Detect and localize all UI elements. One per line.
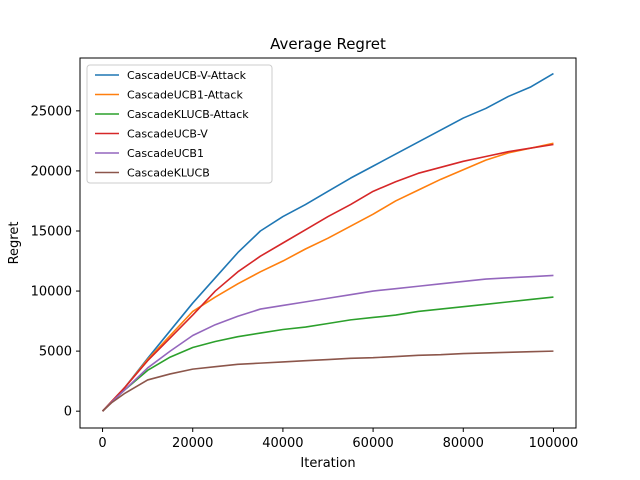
y-tick-label-0: 0 bbox=[64, 405, 72, 420]
y-axis: 0 5000 10000 15000 20000 25000 bbox=[31, 104, 80, 420]
y-axis-label: Regret bbox=[7, 222, 22, 265]
series-line-1 bbox=[101, 142, 554, 412]
y-tick-label-4: 20000 bbox=[31, 164, 72, 179]
series-line-2 bbox=[101, 296, 554, 412]
series-line-0 bbox=[101, 72, 554, 412]
x-tick-label-4: 80000 bbox=[443, 436, 484, 451]
x-axis-label: Iteration bbox=[300, 456, 355, 471]
legend-label-0: CascadeUCB-V-Attack bbox=[127, 69, 247, 82]
legend-label-2: CascadeKLUCB-Attack bbox=[127, 108, 249, 121]
series-line-4 bbox=[101, 274, 554, 412]
series-line-5 bbox=[102, 350, 554, 412]
legend-label-1: CascadeUCB1-Attack bbox=[127, 89, 243, 102]
y-tick-label-3: 15000 bbox=[31, 224, 72, 239]
y-tick-label-5: 25000 bbox=[31, 104, 72, 119]
legend: CascadeUCB-V-Attack CascadeUCB1-Attack Cas… bbox=[86, 64, 273, 184]
chart-title: Average Regret bbox=[270, 35, 386, 53]
plot-frame bbox=[79, 57, 577, 429]
legend-box bbox=[86, 64, 273, 184]
series-lines bbox=[101, 72, 554, 412]
x-tick-label-0: 0 bbox=[98, 436, 106, 451]
x-tick-label-1: 20000 bbox=[172, 436, 213, 451]
legend-label-4: CascadeUCB1 bbox=[127, 147, 204, 160]
x-tick-label-5: 100000 bbox=[529, 436, 579, 451]
legend-label-5: CascadeKLUCB bbox=[127, 167, 210, 180]
y-tick-label-1: 5000 bbox=[39, 345, 72, 360]
legend-label-3: CascadeUCB-V bbox=[127, 128, 208, 141]
x-tick-label-2: 40000 bbox=[262, 436, 303, 451]
x-axis: 0 20000 40000 60000 80000 100000 bbox=[98, 428, 578, 451]
series-line-3 bbox=[101, 143, 554, 412]
x-tick-label-3: 60000 bbox=[352, 436, 393, 451]
y-tick-label-2: 10000 bbox=[31, 285, 72, 300]
